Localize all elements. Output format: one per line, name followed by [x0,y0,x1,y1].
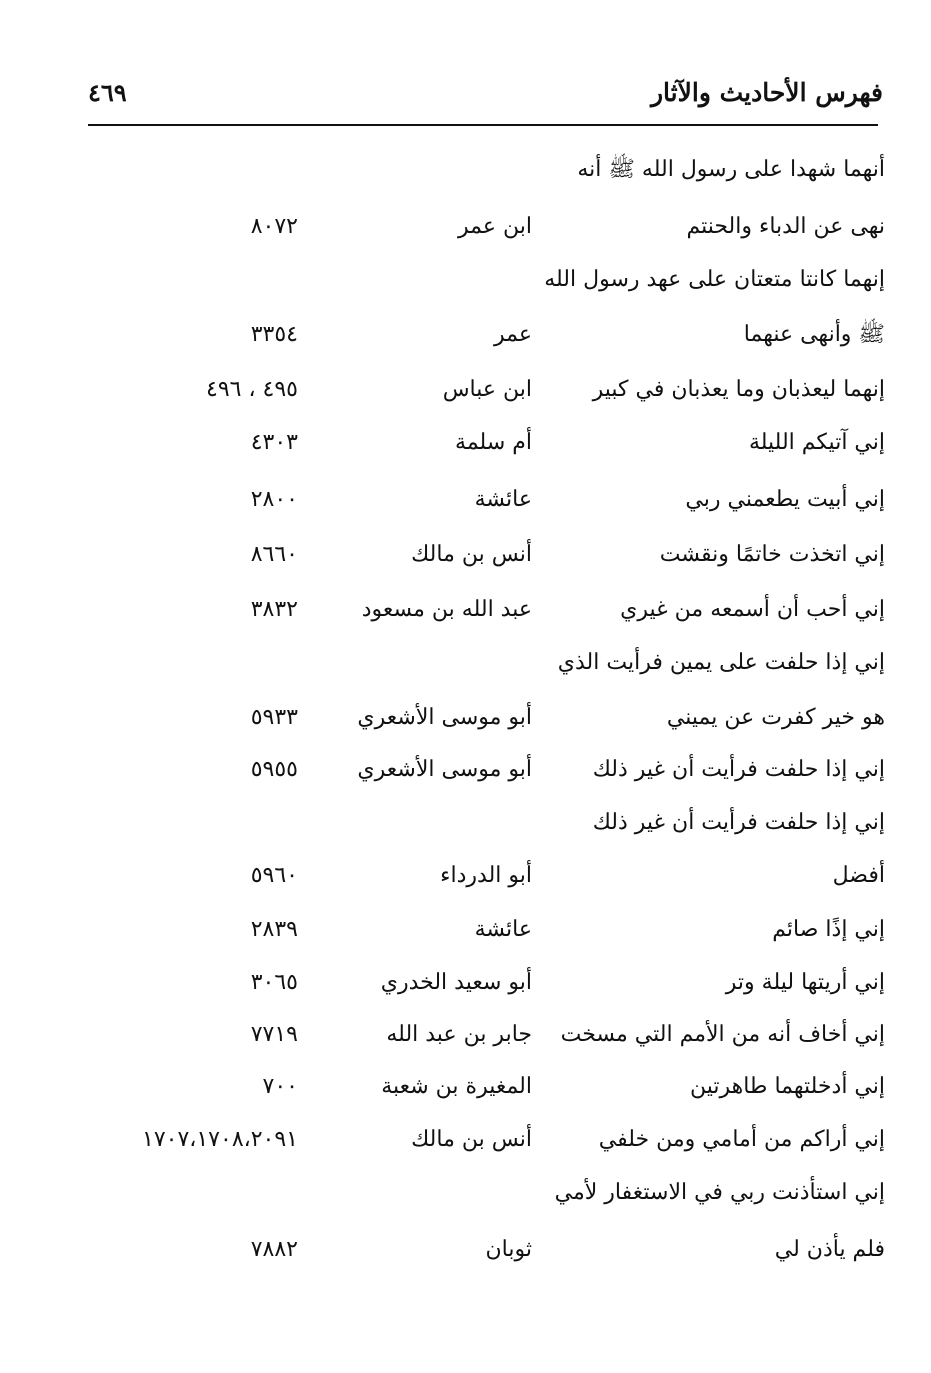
hadith-text: إني أحب أن أسمعه من غيري [620,597,885,622]
narrator: ثوبان [485,1237,532,1262]
narrator: أبو موسى الأشعري [357,757,532,782]
header-title: فهرس الأحاديث والآثار [650,78,883,107]
hadith-text: إني آتيكم الليلة [748,430,885,455]
hadith-text: أفضل [832,863,885,888]
hadith-text: إني إذًا صائم [772,917,885,942]
narrator: أبو الدرداء [440,863,532,888]
reference-numbers: ٣٨٣٢ [250,597,298,622]
narrator: عائشة [474,487,532,512]
hadith-text: إني إذا حلفت فرأيت أن غير ذلك [592,757,885,782]
narrator: أنس بن مالك [411,1127,532,1152]
narrator: أبو سعيد الخدري [380,970,532,995]
hadith-text: أنهما شهدا على رسول الله ﷺ أنه [577,157,885,182]
hadith-text: فلم يأذن لي [774,1237,885,1262]
reference-numbers: ٥٩٣٣ [250,705,298,730]
page-number: ٤٦٩ [88,78,127,107]
reference-numbers: ٧٨٨٢ [250,1237,298,1262]
hadith-text: إني استأذنت ربي في الاستغفار لأمي [554,1180,885,1205]
hadith-text: إني أدخلتهما طاهرتين [689,1074,885,1099]
hadith-text: إنهما كانتا متعتان على عهد رسول الله [544,267,885,292]
hadith-text: إني أبيت يطعمني ربي [685,487,885,512]
hadith-text: هو خير كفرت عن يميني [666,705,885,730]
reference-numbers: ٥٩٥٥ [250,757,298,782]
hadith-text: ﷺ وأنهى عنهما [743,322,885,347]
narrator: أبو موسى الأشعري [357,705,532,730]
narrator: ابن عمر [458,214,532,239]
reference-numbers: ٢٨٣٩ [250,917,298,942]
narrator: عائشة [474,917,532,942]
reference-numbers: ٧٠٠ [262,1074,298,1099]
hadith-text: إني أريتها ليلة وتر [725,970,885,995]
reference-numbers: ٨٠٧٢ [250,214,298,239]
hadith-text: إني إذا حلفت على يمين فرأيت الذي [557,650,885,675]
narrator: المغيرة بن شعبة [381,1074,532,1099]
reference-numbers: ٨٦٦٠ [250,542,298,567]
reference-numbers: ٢٨٠٠ [250,487,298,512]
narrator: جابر بن عبد الله [386,1022,532,1047]
narrator: أم سلمة [455,430,532,455]
reference-numbers: ٥٩٦٠ [250,863,298,888]
hadith-text: إنهما ليعذبان وما يعذبان في كبير [592,377,885,402]
narrator: ابن عباس [442,377,532,402]
hadith-text: إني أخاف أنه من الأمم التي مسخت [560,1022,885,1047]
reference-numbers: ٣٣٥٤ [250,322,298,347]
hadith-text: إني أراكم من أمامي ومن خلفي [598,1127,885,1152]
header-rule [88,124,878,126]
hadith-text: نهى عن الدباء والحنتم [686,214,885,239]
reference-numbers: ٣٠٦٥ [250,970,298,995]
reference-numbers: ٤٩٥ ، ٤٩٦ [206,377,298,402]
reference-numbers: ٤٣٠٣ [250,430,298,455]
narrator: أنس بن مالك [411,542,532,567]
hadith-text: إني إذا حلفت فرأيت أن غير ذلك [592,810,885,835]
narrator: عبد الله بن مسعود [361,597,532,622]
hadith-text: إني اتخذت خاتمًا ونقشت [659,542,885,567]
reference-numbers: ٧٧١٩ [250,1022,298,1047]
reference-numbers: ١٧٠٧،١٧٠٨،٢٠٩١ [142,1127,298,1152]
narrator: عمر [494,322,532,347]
